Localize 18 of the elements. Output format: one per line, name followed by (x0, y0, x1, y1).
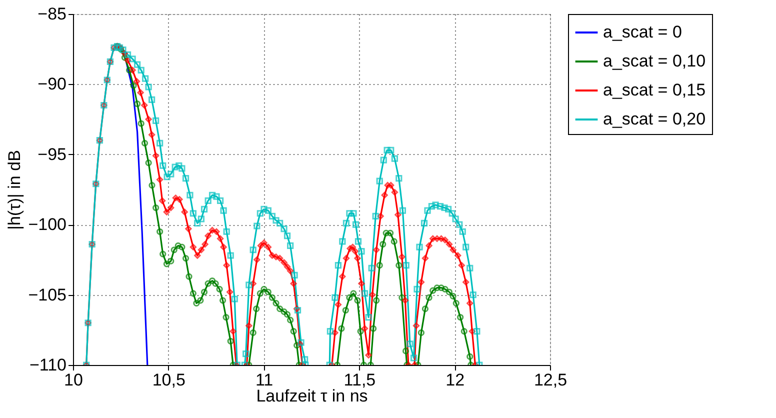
y-tick-label: −90 (38, 74, 66, 94)
x-tick-label: 11 (255, 370, 274, 390)
legend-label: a_scat = 0,10 (603, 52, 706, 70)
y-tick-label: −95 (38, 144, 66, 164)
y-tick-label: −110 (29, 356, 66, 374)
x-tick-label: 11,5 (344, 370, 376, 390)
y-tick-label: −100 (28, 215, 66, 234)
x-tick-label: 10 (64, 370, 83, 390)
x-tick-label: 10,5 (152, 370, 186, 390)
y-axis-title: |h(τ)| in dB (5, 150, 24, 230)
x-tick-label: 12 (446, 370, 465, 390)
y-tick-label: −105 (28, 285, 66, 304)
legend-label: a_scat = 0,15 (603, 80, 706, 100)
legend-label: a_scat = 0 (603, 22, 682, 42)
x-tick-label: 12,5 (534, 370, 568, 390)
y-tick-label: −85 (38, 4, 66, 24)
x-axis-title: Laufzeit τ in ns (256, 386, 368, 406)
legend-label: a_scat = 0,20 (603, 110, 706, 128)
